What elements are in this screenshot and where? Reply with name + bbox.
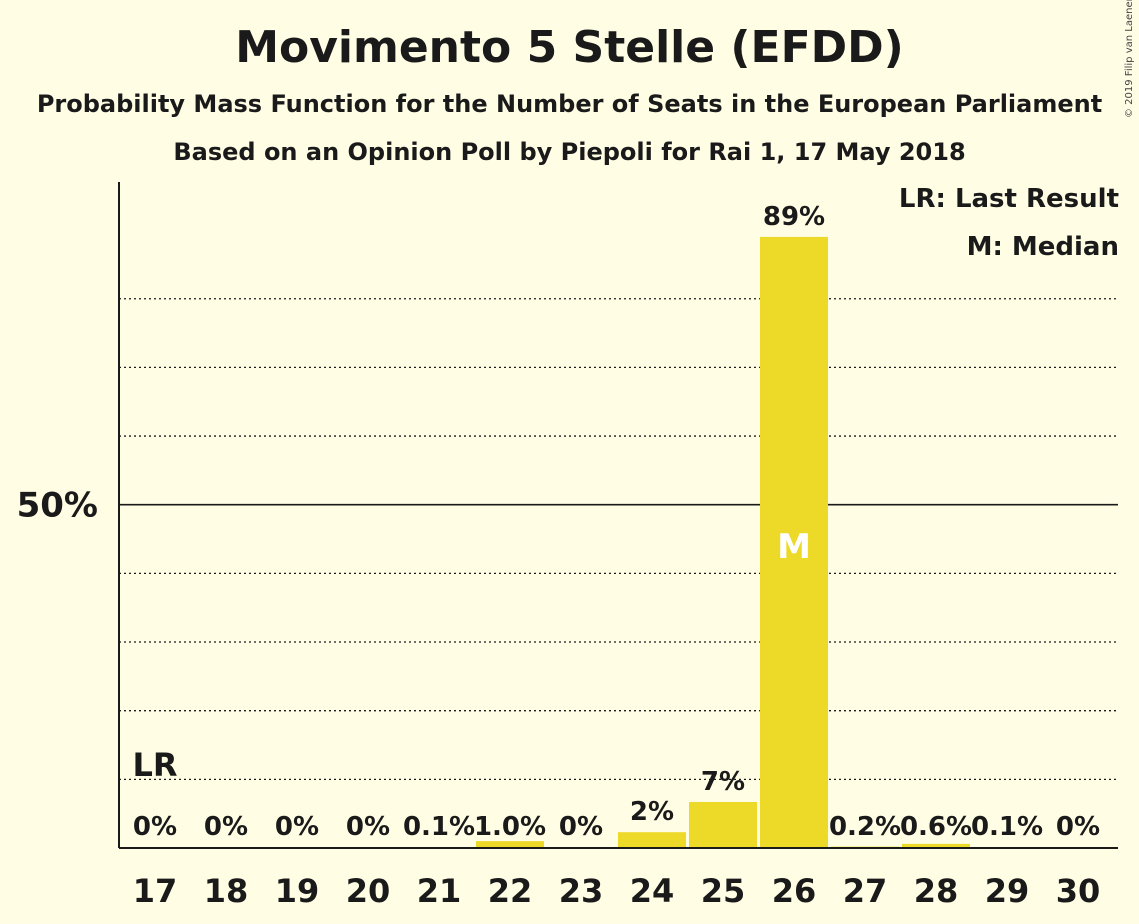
chart-title: Movimento 5 Stelle (EFDD) — [235, 22, 904, 73]
legend-last-result: LR: Last Result — [898, 184, 1119, 214]
last-result-marker: LR — [132, 746, 177, 784]
x-tick-label-29: 29 — [985, 872, 1030, 910]
x-tick-label-19: 19 — [275, 872, 320, 910]
x-tick-label-28: 28 — [914, 872, 959, 910]
legend-median: M: Median — [966, 232, 1119, 262]
value-label-21: 0.1% — [403, 812, 475, 842]
x-tick-label-20: 20 — [346, 872, 391, 910]
gridlines — [119, 298, 1118, 780]
value-label-19: 0% — [275, 812, 319, 842]
bar-25 — [689, 801, 757, 848]
bars — [405, 236, 1041, 848]
x-tick-label-17: 17 — [133, 872, 178, 910]
x-tick-label-23: 23 — [559, 872, 604, 910]
x-tick-label-27: 27 — [843, 872, 888, 910]
value-label-27: 0.2% — [829, 812, 901, 842]
x-tick-label-26: 26 — [772, 872, 817, 910]
chart-subtitle: Probability Mass Function for the Number… — [36, 90, 1103, 118]
value-label-26: 89% — [763, 202, 825, 232]
y-tick-label: 50% — [17, 486, 98, 526]
x-tick-label-22: 22 — [488, 872, 533, 910]
x-tick-label-30: 30 — [1056, 872, 1101, 910]
x-tick-label-25: 25 — [701, 872, 746, 910]
value-label-23: 0% — [559, 812, 603, 842]
value-label-17: 0% — [133, 812, 177, 842]
value-label-20: 0% — [346, 812, 390, 842]
value-label-30: 0% — [1056, 812, 1100, 842]
bar-24 — [618, 832, 686, 848]
value-label-28: 0.6% — [900, 812, 972, 842]
value-labels: 0%LR0% 0% 0% 0.1%1.0% 0% 2%7%89%M0.2%0.6%0.1%… — [132, 202, 1100, 842]
x-tick-label-18: 18 — [204, 872, 249, 910]
median-marker: M — [777, 527, 811, 567]
x-tick-labels: 17 18 19 20 21 22 23 24 25 26 27 28 29 30 — [133, 872, 1101, 910]
y-tick-labels: 50% — [17, 486, 98, 526]
chart-source: Based on an Opinion Poll by Piepoli for … — [173, 138, 966, 166]
x-tick-label-24: 24 — [630, 872, 675, 910]
value-label-22: 1.0% — [474, 812, 546, 842]
value-label-25: 7% — [701, 767, 745, 797]
bar-22 — [476, 841, 544, 848]
value-label-18: 0% — [204, 812, 248, 842]
bar-28 — [902, 843, 970, 848]
value-label-24: 2% — [630, 797, 674, 827]
x-tick-label-21: 21 — [417, 872, 462, 910]
value-label-29: 0.1% — [971, 812, 1043, 842]
bar-26 — [760, 236, 828, 848]
